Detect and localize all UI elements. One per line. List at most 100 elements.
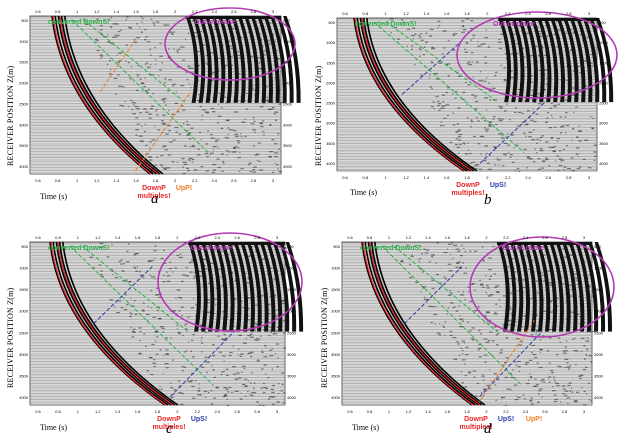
time-tick-label: 1.4 xyxy=(115,409,121,414)
upp-line xyxy=(479,319,535,403)
time-tick-label: 0.8 xyxy=(55,178,61,183)
downp-line xyxy=(59,15,159,175)
depth-tick-label: 1500 xyxy=(19,287,29,292)
time-tick-label: 1.4 xyxy=(425,235,431,240)
time-tick-label: 3 xyxy=(588,175,591,180)
time-tick-label: 2.2 xyxy=(503,409,509,414)
y-axis-label: RECEIVER POSITION Z(m) xyxy=(314,65,323,166)
downs-line xyxy=(71,19,212,156)
time-tick-label: 1.2 xyxy=(406,235,412,240)
time-tick-label: 2.4 xyxy=(214,409,220,414)
ups-annotation: UpS! xyxy=(490,182,506,189)
depth-tick-label: 2500 xyxy=(331,330,341,335)
depth-tick-label: 3000 xyxy=(599,121,609,126)
time-tick-label: 1.6 xyxy=(445,409,451,414)
ups-annotation: UpS! xyxy=(191,416,207,423)
upp-annotation: UpP! xyxy=(526,416,542,423)
depth-tick-label: 1000 xyxy=(283,39,293,44)
time-tick-label: 1.6 xyxy=(444,11,450,16)
time-tick-label: 2.4 xyxy=(525,175,531,180)
time-tick-label: 1.2 xyxy=(95,235,101,240)
time-tick-label: 2.8 xyxy=(251,178,257,183)
time-tick-label: 1.6 xyxy=(135,409,141,414)
time-tick-label: 1.6 xyxy=(135,235,141,240)
depth-tick-label: 4000 xyxy=(287,395,297,400)
y-axis-label: RECEIVER POSITION Z(m) xyxy=(320,287,329,388)
time-tick-label: 1.2 xyxy=(95,409,101,414)
time-tick-label: 1.8 xyxy=(155,235,161,240)
depth-tick-label: 2500 xyxy=(19,330,29,335)
time-tick-label: 0.6 xyxy=(342,175,348,180)
depth-tick-label: 2500 xyxy=(19,101,29,106)
depth-tick-label: 2500 xyxy=(326,101,336,106)
depth-tick-label: 500 xyxy=(283,18,290,23)
depth-tick-label: 1500 xyxy=(326,60,336,65)
time-tick-label: 2.8 xyxy=(254,235,260,240)
downp-line xyxy=(52,15,152,175)
time-tick-label: 3 xyxy=(583,235,586,240)
time-tick-label: 2.2 xyxy=(503,235,509,240)
time-tick-label: 2 xyxy=(174,9,177,14)
seismic-plot: 0.6 0.6 0.8 0.8 1 1 1.2 1.2 1.4 1.4 1.6 1.6 1.8 1.8 2 2… xyxy=(326,11,618,197)
panel-c: RECEIVER POSITION Z(m) 0.6 0.6 0.8 0.8 1 1 1.2… xyxy=(0,222,310,438)
depth-tick-label: 4000 xyxy=(19,164,29,169)
downs-line xyxy=(385,21,499,103)
depth-tick-label: 1000 xyxy=(19,266,29,271)
depth-tick-label: 2000 xyxy=(331,309,341,314)
depth-tick-label: 2000 xyxy=(287,309,297,314)
time-tick-label: 1.8 xyxy=(464,235,470,240)
out-of-plane-energy xyxy=(188,242,304,332)
time-tick-label: 1.8 xyxy=(464,409,470,414)
first-arrival-wavelets xyxy=(51,15,164,175)
time-tick-label: 1 xyxy=(388,235,391,240)
time-tick-label: 2.2 xyxy=(192,9,198,14)
depth-tick-label: 2000 xyxy=(326,80,336,85)
depth-tick-label: 4000 xyxy=(331,395,341,400)
downs-line xyxy=(69,245,214,386)
depth-tick-label: 3500 xyxy=(326,141,336,146)
upp-annotation: UpP! xyxy=(176,185,192,192)
time-tick-label: 2.2 xyxy=(505,11,511,16)
multiples-annotation: multiples! xyxy=(152,424,185,431)
time-tick-label: 2.6 xyxy=(231,9,237,14)
time-tick-label: 1 xyxy=(385,175,388,180)
depth-tick-label: 1500 xyxy=(19,60,29,65)
time-tick-label: 2.4 xyxy=(211,178,217,183)
depth-tick-label: 3000 xyxy=(326,121,336,126)
depth-tick-label: 2500 xyxy=(599,101,609,106)
first-arrival-wavelets xyxy=(49,241,179,406)
downp-annotation: DownP xyxy=(456,182,480,189)
depth-tick-label: 1000 xyxy=(287,266,297,271)
depth-tick-label: 500 xyxy=(599,20,606,25)
out-of-plane-annotation: Out-of-plane xyxy=(502,245,544,252)
time-tick-label: 2.8 xyxy=(566,11,572,16)
time-tick-label: 1.4 xyxy=(425,409,431,414)
time-tick-label: 1 xyxy=(76,9,79,14)
time-tick-label: 2 xyxy=(176,409,179,414)
panel-a: RECEIVER POSITION Z(m) 0.6 0.6 0.8 0.8 1 1 1.2… xyxy=(0,0,310,219)
time-tick-label: 2.4 xyxy=(525,11,531,16)
depth-tick-label: 4000 xyxy=(19,395,29,400)
time-tick-label: 1.6 xyxy=(133,178,139,183)
depth-tick-label: 3000 xyxy=(287,352,297,357)
downs-annotation: converted DownS! xyxy=(48,19,109,26)
time-tick-label: 3 xyxy=(588,11,591,16)
depth-tick-label: 1000 xyxy=(19,39,29,44)
depth-tick-label: 500 xyxy=(21,18,28,23)
depth-tick-label: 4000 xyxy=(594,395,604,400)
time-tick-label: 1.2 xyxy=(403,11,409,16)
time-tick-label: 2 xyxy=(486,175,489,180)
depth-tick-label: 3500 xyxy=(19,373,29,378)
ups-annotation: UpS! xyxy=(498,416,514,423)
time-tick-label: 2 xyxy=(176,235,179,240)
time-tick-label: 1 xyxy=(77,235,80,240)
seismic-plot: 0.6 0.6 0.8 0.8 1 1 1.2 1.2 1.4 1.4 1.6 1.6 1.8 1.8 2 2… xyxy=(331,235,615,431)
time-tick-label: 1.2 xyxy=(406,409,412,414)
time-tick-label: 1.8 xyxy=(464,175,470,180)
out-of-plane-ellipse xyxy=(456,11,618,99)
depth-tick-label: 2000 xyxy=(599,80,609,85)
downs-line xyxy=(373,21,525,154)
depth-tick-label: 2000 xyxy=(283,81,293,86)
time-tick-label: 0.6 xyxy=(35,9,41,14)
depth-tick-label: 1500 xyxy=(287,287,297,292)
